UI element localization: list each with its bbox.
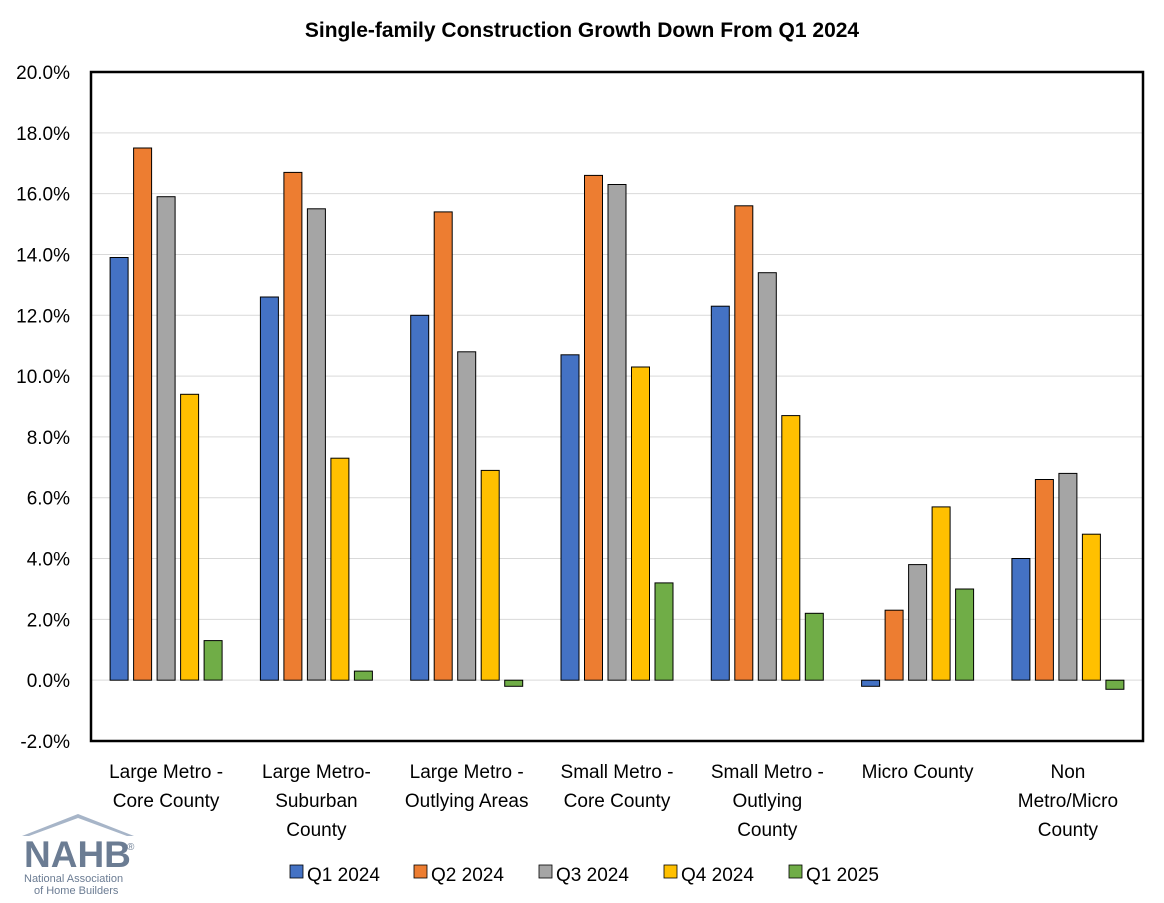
x-category-label: Large Metro - — [410, 762, 524, 783]
x-category-label: County — [286, 820, 347, 841]
x-category-label: Small Metro - — [561, 762, 674, 783]
bar — [259, 296, 279, 681]
legend-swatch — [538, 864, 553, 879]
y-tick-label: 16.0% — [16, 185, 70, 206]
x-category-label: Large Metro - — [109, 762, 223, 783]
bar — [757, 272, 777, 681]
bar — [1081, 533, 1101, 681]
x-category-label: Core County — [113, 791, 220, 812]
bar — [1034, 479, 1054, 681]
legend-swatch — [788, 864, 803, 879]
logo-roof-icon — [22, 814, 134, 836]
x-category-label: Non — [1050, 762, 1085, 783]
bar — [607, 184, 627, 681]
plot-frame — [89, 70, 1145, 743]
bar — [560, 354, 580, 681]
bar — [734, 205, 754, 681]
bar — [180, 393, 200, 681]
legend-label: Q3 2024 — [556, 865, 629, 886]
logo-subtitle-line-1: National Association — [24, 873, 123, 885]
y-tick-label: 14.0% — [16, 245, 70, 266]
y-tick-label: 10.0% — [16, 367, 70, 388]
legend-swatch — [413, 864, 428, 879]
bar — [457, 351, 477, 681]
nahb-logo: NAHB ® National Association of Home Buil… — [22, 814, 135, 897]
bar — [133, 147, 153, 681]
legend-label: Q2 2024 — [431, 865, 504, 886]
y-tick-label: 0.0% — [27, 671, 70, 692]
y-tick-label: -2.0% — [20, 732, 70, 753]
bar — [781, 415, 801, 681]
x-category-label: Micro County — [862, 762, 974, 783]
bar — [1105, 679, 1125, 690]
bar — [804, 612, 824, 681]
legend-swatch — [289, 864, 304, 879]
bar — [283, 171, 303, 681]
y-tick-label: 20.0% — [16, 63, 70, 84]
bar — [861, 679, 881, 687]
bar — [306, 208, 326, 681]
y-tick-label: 2.0% — [27, 610, 70, 631]
y-tick-label: 8.0% — [27, 428, 70, 449]
x-category-label: Outlying Areas — [405, 791, 529, 812]
x-category-label: Suburban — [275, 791, 357, 812]
bar — [410, 314, 430, 681]
bars — [109, 147, 1125, 690]
bar — [908, 564, 928, 681]
y-tick-label: 12.0% — [16, 306, 70, 327]
x-category-label: Large Metro- — [262, 762, 371, 783]
bar — [654, 582, 674, 681]
bar — [931, 506, 951, 681]
legend-label: Q1 2024 — [307, 865, 380, 886]
bar — [955, 588, 975, 681]
bar — [330, 457, 350, 681]
x-category-label: Small Metro - — [711, 762, 824, 783]
bar — [504, 679, 524, 687]
bar — [710, 305, 730, 681]
y-tick-label: 4.0% — [27, 550, 70, 571]
bar — [884, 609, 904, 681]
bar — [631, 366, 650, 681]
x-axis-categories: Large Metro - Core County Large Metro- Subu… — [109, 762, 1118, 841]
legend-swatch — [663, 864, 678, 879]
logo-subtitle-line-2: of Home Builders — [34, 885, 119, 897]
y-tick-label: 18.0% — [16, 124, 70, 145]
x-category-label: Outlying — [732, 791, 802, 812]
bar — [353, 670, 373, 681]
bar — [203, 640, 223, 681]
bar — [1011, 558, 1031, 681]
logo-word: NAHB — [24, 834, 131, 875]
legend: Q1 2024 Q2 2024 Q3 2024 Q4 2024 Q1 2025 — [289, 864, 879, 886]
x-category-label: Metro/Micro — [1018, 791, 1118, 812]
y-axis-ticks: -2.0% 0.0% 2.0% 4.0% 6.0% 8.0% 10.0% 12.0% 14.0%… — [16, 63, 70, 753]
x-category-label: Core County — [564, 791, 671, 812]
logo-registered-mark: ® — [127, 842, 135, 853]
x-category-label: County — [1038, 820, 1099, 841]
bar — [584, 174, 603, 681]
bar — [109, 257, 129, 681]
legend-label: Q1 2025 — [806, 865, 879, 886]
chart-title: Single-family Construction Growth Down F… — [305, 19, 860, 42]
bar — [433, 211, 453, 681]
bar — [156, 196, 176, 681]
legend-label: Q4 2024 — [681, 865, 754, 886]
bar — [480, 469, 500, 681]
bar — [1058, 472, 1078, 681]
y-tick-label: 6.0% — [27, 489, 70, 510]
x-category-label: County — [737, 820, 798, 841]
